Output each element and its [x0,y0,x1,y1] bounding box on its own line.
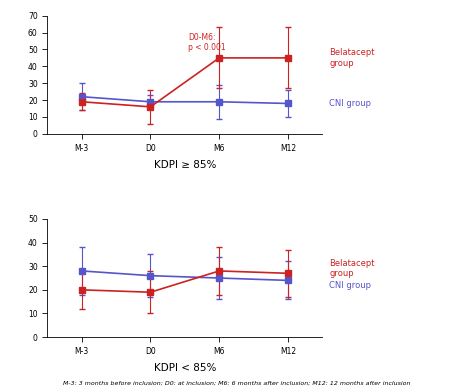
Text: Belatacept
group: Belatacept group [329,259,374,278]
Text: M-3: 3 months before inclusion; D0: at inclusion; M6: 6 months after inclusion; : M-3: 3 months before inclusion; D0: at i… [63,381,411,386]
Text: KDPI ≥ 85%: KDPI ≥ 85% [154,160,216,170]
Text: CNI group: CNI group [329,99,371,108]
Text: D0-M6:
p < 0.001: D0-M6: p < 0.001 [188,33,226,52]
Text: CNI group: CNI group [329,281,371,290]
Text: KDPI < 85%: KDPI < 85% [154,363,216,373]
Text: Belatacept
group: Belatacept group [329,48,374,67]
